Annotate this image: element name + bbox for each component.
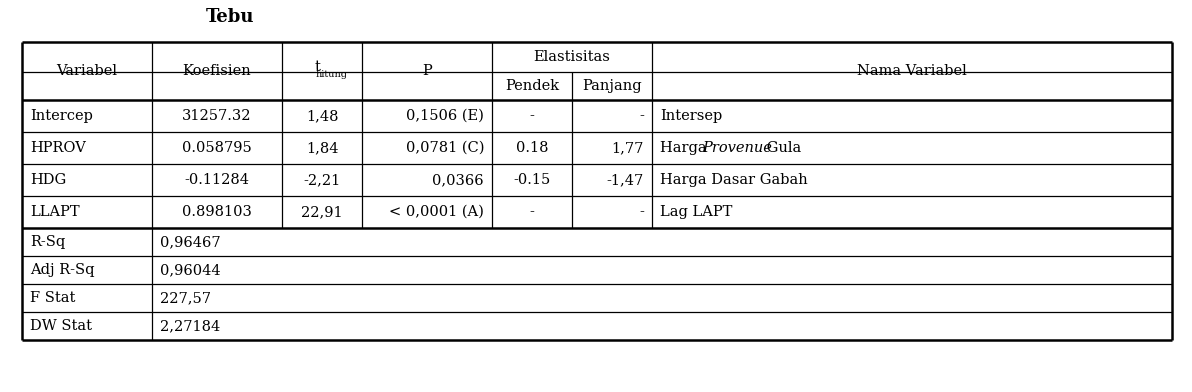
Text: t: t (313, 60, 319, 74)
Text: Pendek: Pendek (505, 79, 559, 93)
Text: Harga Dasar Gabah: Harga Dasar Gabah (660, 173, 808, 187)
Text: -: - (639, 205, 644, 219)
Text: 2,27184: 2,27184 (160, 319, 221, 333)
Text: 0,0781 (C): 0,0781 (C) (405, 141, 484, 155)
Text: F Stat: F Stat (30, 291, 75, 305)
Text: hitung: hitung (316, 69, 348, 78)
Text: -0.11284: -0.11284 (185, 173, 249, 187)
Text: 0,0366: 0,0366 (433, 173, 484, 187)
Text: Nama Variabel: Nama Variabel (857, 64, 967, 78)
Text: HPROV: HPROV (30, 141, 86, 155)
Text: < 0,0001 (A): < 0,0001 (A) (389, 205, 484, 219)
Text: 227,57: 227,57 (160, 291, 211, 305)
Text: -1,47: -1,47 (607, 173, 644, 187)
Text: 0.058795: 0.058795 (182, 141, 252, 155)
Text: DW Stat: DW Stat (30, 319, 92, 333)
Text: -2,21: -2,21 (304, 173, 341, 187)
Text: Elastisitas: Elastisitas (534, 50, 610, 64)
Text: 1,48: 1,48 (306, 109, 339, 123)
Text: LLAPT: LLAPT (30, 205, 80, 219)
Text: Adj R-Sq: Adj R-Sq (30, 263, 94, 277)
Text: 1,84: 1,84 (306, 141, 339, 155)
Text: -0.15: -0.15 (514, 173, 551, 187)
Text: Lag LAPT: Lag LAPT (660, 205, 732, 219)
Text: 22,91: 22,91 (302, 205, 343, 219)
Text: R-Sq: R-Sq (30, 235, 66, 249)
Text: -: - (639, 109, 644, 123)
Text: Provenue: Provenue (702, 141, 772, 155)
Text: Intercep: Intercep (30, 109, 93, 123)
Text: Variabel: Variabel (56, 64, 118, 78)
Text: 0,96467: 0,96467 (160, 235, 221, 249)
Text: Tebu: Tebu (206, 8, 254, 26)
Text: P: P (422, 64, 432, 78)
Text: 0,1506 (E): 0,1506 (E) (406, 109, 484, 123)
Text: 0.18: 0.18 (516, 141, 548, 155)
Text: HDG: HDG (30, 173, 67, 187)
Text: Harga: Harga (660, 141, 712, 155)
Text: Panjang: Panjang (582, 79, 641, 93)
Text: Intersep: Intersep (660, 109, 722, 123)
Text: 0.898103: 0.898103 (182, 205, 252, 219)
Text: Koefisien: Koefisien (182, 64, 252, 78)
Text: 31257.32: 31257.32 (182, 109, 252, 123)
Text: Gula: Gula (762, 141, 801, 155)
Text: -: - (529, 205, 534, 219)
Text: 1,77: 1,77 (611, 141, 644, 155)
Text: -: - (529, 109, 534, 123)
Text: 0,96044: 0,96044 (160, 263, 221, 277)
